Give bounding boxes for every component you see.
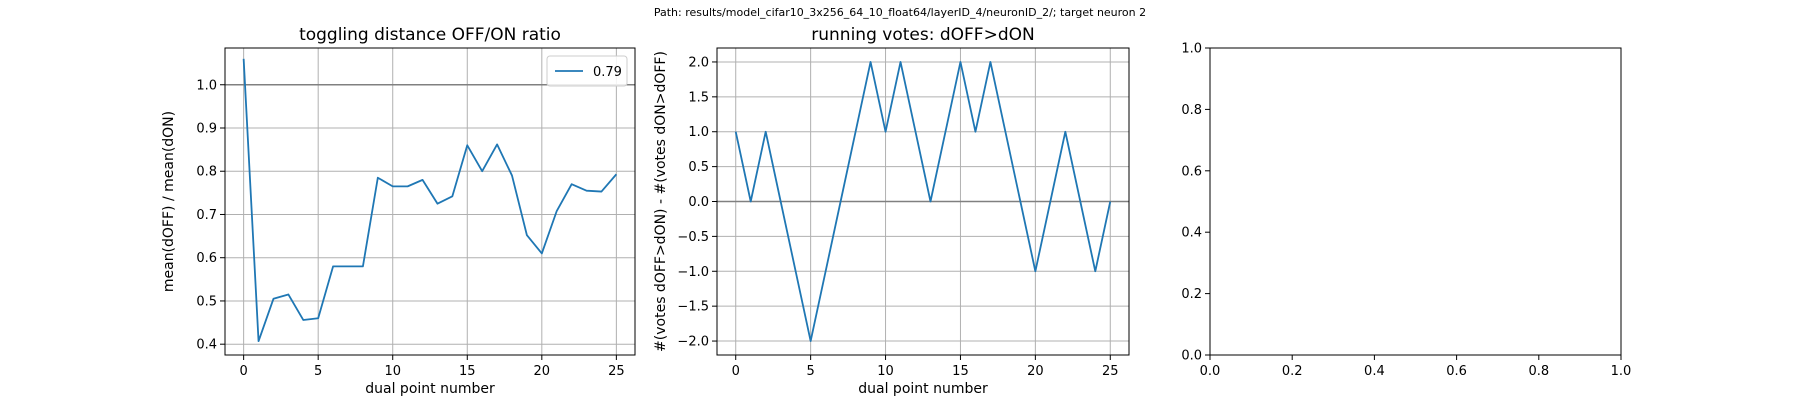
x-tick-label: 0.2 <box>1282 364 1303 379</box>
y-tick-label: 0.8 <box>196 165 217 180</box>
axes-frame <box>1209 47 1622 356</box>
y-tick-label: 0.2 <box>1181 287 1202 302</box>
y-tick-label: 0.6 <box>1181 164 1202 179</box>
chart-title: toggling distance OFF/ON ratio <box>299 25 561 45</box>
chart-title: running votes: dOFF>dON <box>811 25 1034 45</box>
y-tick-label: 0.4 <box>196 338 217 353</box>
y-tick-label: 1.5 <box>688 90 709 105</box>
series-line-1 <box>734 61 1112 342</box>
y-tick-label: 0.9 <box>196 121 217 136</box>
y-tick-label: 0.0 <box>688 195 709 210</box>
x-tick-label: 0.0 <box>1200 364 1221 379</box>
y-tick-label: −0.5 <box>677 230 709 245</box>
x-tick-label: 25 <box>608 364 625 379</box>
x-tick-label: 10 <box>877 364 894 379</box>
x-tick-label: 5 <box>314 364 322 379</box>
axes-frame <box>224 47 636 356</box>
x-tick-label: 0.6 <box>1446 364 1467 379</box>
series-line-1 <box>242 58 618 343</box>
x-tick-label: 5 <box>806 364 814 379</box>
x-tick-label: 20 <box>1027 364 1044 379</box>
y-tick-label: 1.0 <box>1181 42 1202 57</box>
y-tick-label: −2.0 <box>677 335 709 350</box>
y-tick-label: 1.0 <box>196 78 217 93</box>
chart-3: 0.0 0.2 0.4 0.6 0.8 1.0 0.0 0.2 0.4 0.6 0.8 1.0 <box>1181 42 1631 380</box>
legend-entry: 0.79 <box>593 65 622 80</box>
x-axis-label: dual point number <box>365 381 495 397</box>
y-tick-label: 1.0 <box>688 125 709 140</box>
y-tick-label: 0.8 <box>1181 103 1202 118</box>
x-tick-label: 0.8 <box>1528 364 1549 379</box>
x-tick-label: 25 <box>1102 364 1119 379</box>
y-tick-label: 0.4 <box>1181 226 1202 241</box>
y-axis-label: mean(dOFF) / mean(dON) <box>161 111 177 292</box>
figure-suptitle: Path: results/model_cifar10_3x256_64_10_… <box>654 6 1146 19</box>
y-tick-label: 0.0 <box>1181 349 1202 364</box>
y-tick-label: 0.5 <box>688 160 709 175</box>
x-tick-label: 0.4 <box>1364 364 1385 379</box>
y-tick-label: 0.7 <box>196 208 217 223</box>
chart-1: 0 5 10 15 20 25 0.4 0.5 0.6 0.7 0.8 0.9 1.0 toggling … <box>161 25 636 397</box>
y-tick-label: 0.5 <box>196 294 217 309</box>
x-tick-label: 20 <box>534 364 551 379</box>
x-axis-label: dual point number <box>858 381 988 397</box>
y-axis-label: #(votes dOFF>dON) - #(votes dON>dOFF) <box>653 51 669 352</box>
legend-box <box>546 55 628 87</box>
chart-2: 0 5 10 15 20 25 −2.0 −1.5 −1.0 −0.5 0.0 0.5 1.0 1.5 2.… <box>653 25 1130 397</box>
x-tick-label: 1.0 <box>1611 364 1632 379</box>
x-tick-label: 10 <box>384 364 401 379</box>
y-tick-label: 2.0 <box>688 55 709 70</box>
x-tick-label: 15 <box>459 364 476 379</box>
y-tick-label: 0.6 <box>196 251 217 266</box>
x-tick-label: 0 <box>732 364 740 379</box>
y-tick-label: −1.0 <box>677 265 709 280</box>
x-tick-label: 0 <box>239 364 247 379</box>
x-tick-label: 15 <box>952 364 969 379</box>
y-tick-label: −1.5 <box>677 300 709 315</box>
legend: 0.79 <box>546 55 628 87</box>
